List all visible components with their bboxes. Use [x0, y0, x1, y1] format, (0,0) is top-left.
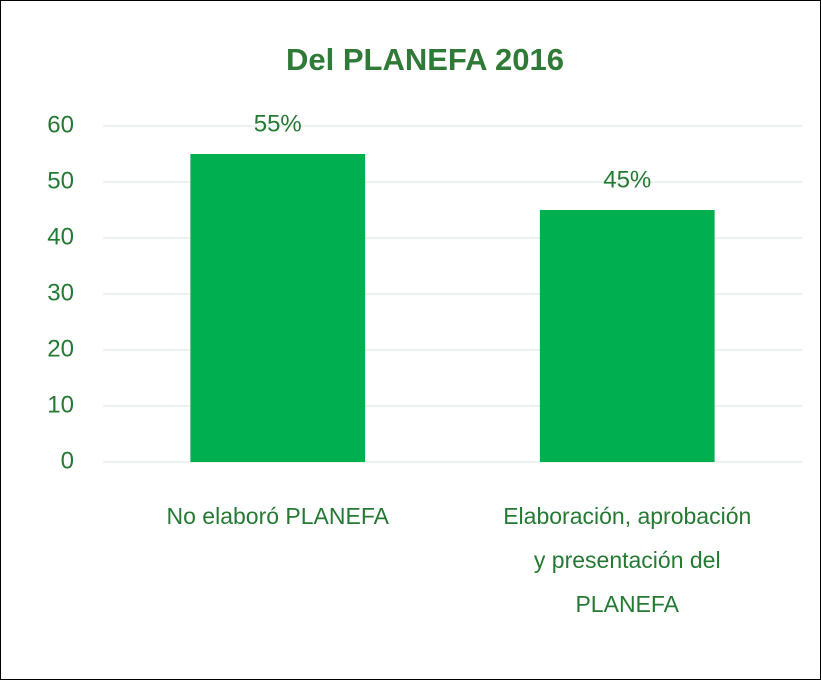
chart-title: Del PLANEFA 2016	[286, 42, 564, 77]
x-tick-label: Elaboración, aprobación y presentación d…	[503, 503, 752, 617]
bar	[539, 210, 715, 462]
y-tick-label: 0	[61, 447, 74, 474]
x-tick-label: No elaboró PLANEFA	[166, 503, 389, 529]
value-label: 45%	[603, 166, 651, 193]
y-tick-label: 20	[47, 335, 74, 362]
x-tick-label-box: No elaboró PLANEFA	[166, 503, 389, 529]
y-tick-label: 50	[47, 167, 74, 194]
bar	[190, 154, 366, 462]
y-tick-label: 40	[47, 223, 74, 250]
y-tick-label: 60	[47, 111, 74, 138]
y-tick-label: 10	[47, 391, 74, 418]
x-tick-label-box: Elaboración, aprobación y presentación d…	[503, 503, 752, 617]
value-label: 55%	[254, 110, 302, 137]
y-tick-label: 30	[47, 279, 74, 306]
